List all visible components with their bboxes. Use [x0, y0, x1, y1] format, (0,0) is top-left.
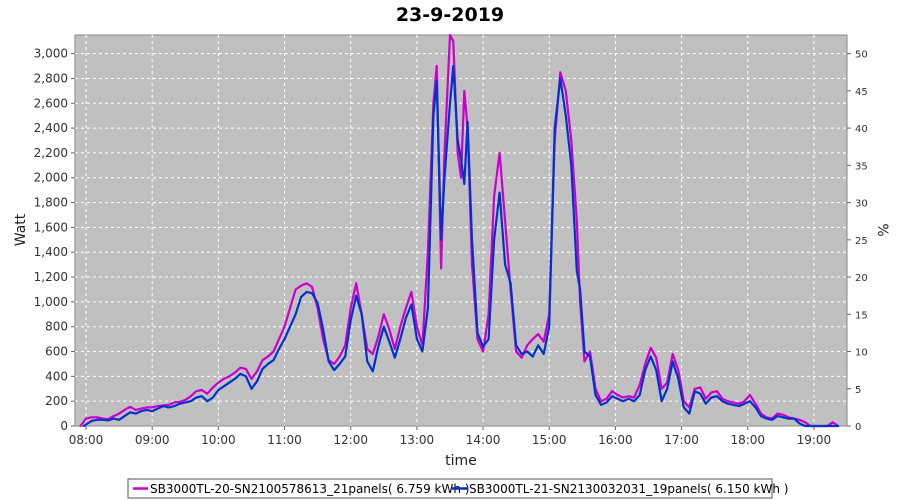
y2-tick-label: 30	[855, 199, 868, 210]
y-tick-label: 1,400	[34, 245, 68, 259]
y2-tick-label: 20	[855, 273, 868, 284]
series-line-2	[82, 64, 840, 428]
y-tick-label: 3,000	[34, 47, 68, 61]
y2-axis-label: %	[874, 223, 890, 236]
y-tick-label: 600	[45, 345, 68, 359]
y-axis-label: Watt	[13, 213, 29, 246]
x-tick-label: 19:00	[797, 433, 832, 447]
x-tick-label: 13:00	[400, 433, 435, 447]
y-tick-label: 2,200	[34, 146, 68, 160]
chart-title: 23-9-2019	[396, 4, 504, 26]
y2-tick-label: 10	[855, 348, 868, 359]
y-tick-label: 1,600	[34, 220, 68, 234]
y-tick-label: 800	[45, 320, 68, 334]
legend-box	[127, 478, 773, 499]
x-tick-label: 12:00	[333, 433, 368, 447]
y2-tick-label: 25	[855, 236, 868, 247]
x-tick-label: 08:00	[69, 433, 104, 447]
x-tick-label: 11:00	[267, 433, 302, 447]
x-tick-label: 10:00	[201, 433, 236, 447]
y-tick-label: 1,000	[34, 295, 68, 309]
y2-tick-label: 35	[855, 161, 868, 172]
x-tick-label: 14:00	[466, 433, 501, 447]
y-tick-label: 400	[45, 369, 68, 383]
x-tick-label: 15:00	[532, 433, 567, 447]
y2-tick-label: 50	[855, 50, 868, 61]
y-tick-label: 2,600	[34, 96, 68, 110]
plot-area	[74, 34, 848, 427]
axes: 02004006008001,0001,2001,4001,6001,8002,…	[34, 47, 868, 447]
series-lines	[79, 33, 840, 428]
y-tick-label: 2,800	[34, 71, 68, 85]
y2-tick-label: 5	[855, 385, 861, 396]
x-tick-label: 17:00	[664, 433, 699, 447]
x-tick-label: 18:00	[730, 433, 765, 447]
x-tick-label: 09:00	[135, 433, 170, 447]
y-tick-label: 2,000	[34, 171, 68, 185]
grid-lines	[75, 35, 847, 426]
legend-label-series-1: SB3000TL-20-SN2100578613_21panels( 6.759…	[150, 482, 469, 496]
legend: SB3000TL-20-SN2100578613_21panels( 6.759…	[127, 478, 788, 499]
y2-tick-label: 40	[855, 124, 868, 135]
y-tick-label: 0	[60, 419, 68, 433]
y2-tick-label: 45	[855, 87, 868, 98]
series-line-1	[79, 33, 840, 428]
y-tick-label: 200	[45, 394, 68, 408]
y-tick-label: 1,800	[34, 196, 68, 210]
y-tick-label: 2,400	[34, 121, 68, 135]
y-tick-label: 1,200	[34, 270, 68, 284]
x-axis-label: time	[445, 453, 477, 469]
legend-label-series-2: SB3000TL-21-SN2130032031_19panels( 6.150…	[469, 482, 788, 496]
y2-tick-label: 0	[855, 422, 861, 433]
x-tick-label: 16:00	[598, 433, 633, 447]
y2-tick-label: 15	[855, 310, 868, 321]
